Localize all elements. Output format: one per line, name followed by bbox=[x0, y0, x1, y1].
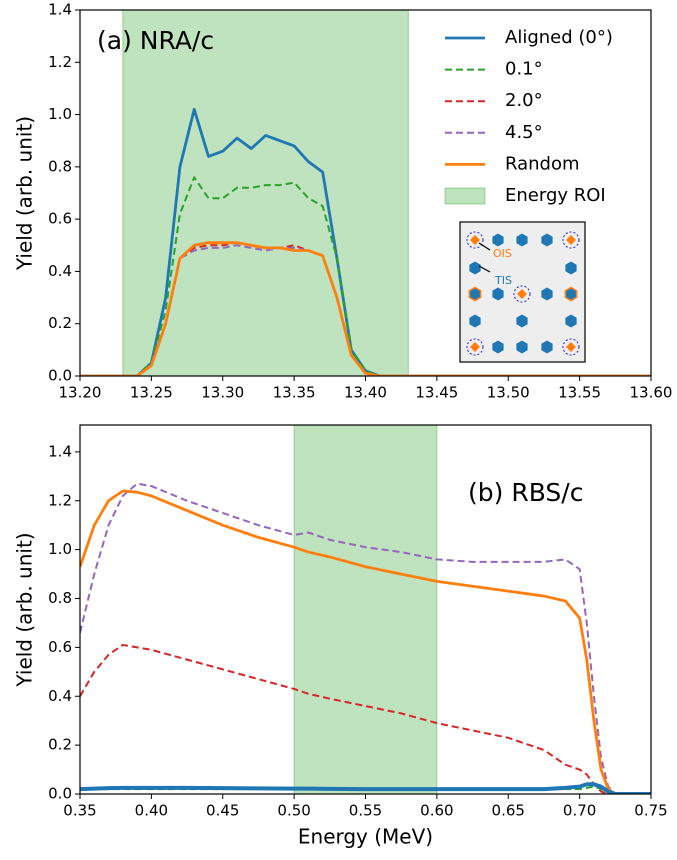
hexagon bbox=[565, 314, 577, 328]
site-diamond bbox=[566, 235, 576, 245]
hexagon bbox=[469, 314, 481, 328]
x-tick-label: 13.45 bbox=[415, 384, 458, 402]
y-tick-label: 1.0 bbox=[48, 540, 72, 558]
site-diamond bbox=[470, 342, 480, 352]
hexagon bbox=[516, 233, 528, 247]
pointer bbox=[478, 242, 491, 251]
x-tick-label: 0.35 bbox=[63, 802, 96, 820]
inset-label: OIS bbox=[493, 247, 512, 260]
x-tick-label: 0.60 bbox=[420, 802, 453, 820]
y-axis-label: Yield (arb. unit) bbox=[13, 532, 37, 687]
x-tick-label: 13.35 bbox=[273, 384, 316, 402]
legend-label: 0.1° bbox=[505, 59, 543, 80]
series-line bbox=[80, 489, 651, 794]
roi-band bbox=[293, 425, 438, 794]
x-tick-label: 13.55 bbox=[558, 384, 601, 402]
y-tick-label: 0.6 bbox=[48, 210, 72, 228]
x-tick-label: 13.40 bbox=[344, 384, 387, 402]
inset-label: TIS bbox=[494, 274, 512, 287]
plot-area bbox=[80, 10, 651, 376]
x-tick-label: 13.20 bbox=[59, 384, 102, 402]
panel-annotation: (b) RBS/c bbox=[468, 478, 583, 507]
hexagon bbox=[541, 340, 553, 354]
y-tick-label: 1.4 bbox=[48, 442, 72, 460]
x-tick-label: 0.75 bbox=[634, 802, 667, 820]
legend-label: 2.0° bbox=[505, 90, 543, 111]
site-circle bbox=[562, 231, 580, 249]
legend-label: Energy ROI bbox=[505, 185, 606, 206]
hexagon bbox=[541, 233, 553, 247]
series-line bbox=[80, 782, 651, 794]
site-diamond bbox=[517, 289, 527, 299]
hexagon bbox=[564, 286, 578, 302]
series-line bbox=[80, 244, 651, 376]
y-tick-label: 0.4 bbox=[48, 687, 72, 705]
y-axis-label: Yield (arb. unit) bbox=[13, 116, 37, 271]
x-tick-label: 13.60 bbox=[630, 384, 673, 402]
legend-label: Random bbox=[505, 153, 580, 174]
x-tick-label: 13.50 bbox=[487, 384, 530, 402]
y-tick-label: 0.2 bbox=[48, 736, 72, 754]
roi-band bbox=[122, 10, 409, 376]
site-diamond bbox=[470, 235, 480, 245]
site-circle bbox=[562, 338, 580, 356]
series-line bbox=[80, 241, 651, 376]
y-tick-label: 0.8 bbox=[48, 589, 72, 607]
y-tick-label: 1.0 bbox=[48, 105, 72, 123]
y-tick-label: 1.4 bbox=[48, 1, 72, 19]
series-line bbox=[80, 176, 651, 376]
legend-swatch bbox=[444, 187, 486, 205]
y-tick-label: 0.6 bbox=[48, 638, 72, 656]
hexagon bbox=[492, 287, 504, 301]
plot-area bbox=[80, 425, 651, 794]
y-tick-label: 1.2 bbox=[48, 53, 72, 71]
pointer bbox=[478, 265, 491, 273]
x-tick-label: 0.40 bbox=[135, 802, 168, 820]
y-tick-label: 0.0 bbox=[48, 367, 72, 385]
legend-label: 4.5° bbox=[505, 122, 543, 143]
hexagon bbox=[516, 340, 528, 354]
hexagon bbox=[565, 261, 577, 275]
series-line bbox=[80, 482, 651, 794]
x-tick-label: 0.55 bbox=[349, 802, 382, 820]
x-tick-label: 13.25 bbox=[130, 384, 173, 402]
y-tick-label: 0.0 bbox=[48, 785, 72, 803]
hexagon bbox=[541, 287, 553, 301]
hexagon bbox=[468, 286, 482, 302]
site-diamond bbox=[566, 342, 576, 352]
inset-diagram: OIS TIS bbox=[459, 221, 586, 363]
legend-label: Aligned (0°) bbox=[505, 27, 613, 48]
hexagon bbox=[469, 261, 481, 275]
panel-annotation: (a) NRA/c bbox=[97, 26, 214, 55]
x-axis-label: Energy (MeV) bbox=[298, 825, 433, 849]
x-tick-label: 13.30 bbox=[201, 384, 244, 402]
site-circle bbox=[466, 338, 484, 356]
x-tick-label: 0.65 bbox=[492, 802, 525, 820]
x-tick-label: 0.45 bbox=[206, 802, 239, 820]
hexagon bbox=[492, 233, 504, 247]
x-tick-label: 0.70 bbox=[563, 802, 596, 820]
site-circle bbox=[513, 285, 531, 303]
y-tick-label: 0.2 bbox=[48, 314, 72, 332]
y-tick-label: 0.8 bbox=[48, 157, 72, 175]
y-tick-label: 0.4 bbox=[48, 262, 72, 280]
site-circle bbox=[466, 231, 484, 249]
hexagon bbox=[492, 340, 504, 354]
x-tick-label: 0.50 bbox=[277, 802, 310, 820]
y-tick-label: 1.2 bbox=[48, 491, 72, 509]
hexagon bbox=[516, 314, 528, 328]
